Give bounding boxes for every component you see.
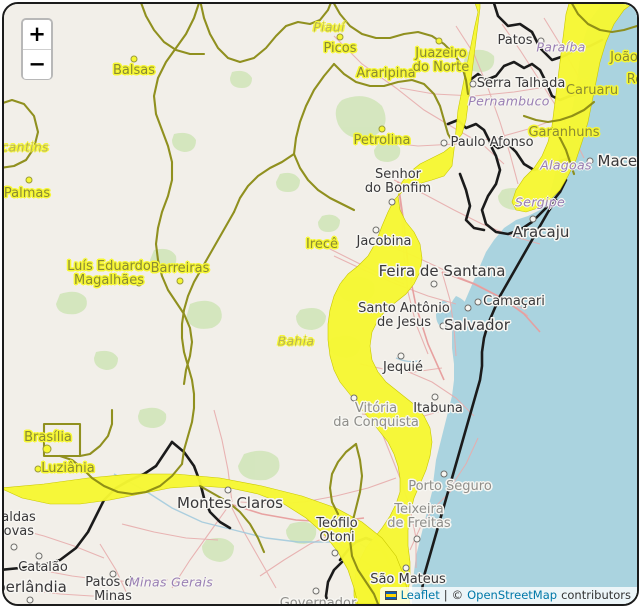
bay-todos-os-santos	[448, 296, 471, 330]
city-marker-uberlandia	[26, 596, 34, 604]
city-marker-juazeiro-do-norte	[435, 37, 443, 45]
openstreetmap-link[interactable]: OpenStreetMap	[467, 588, 558, 602]
city-marker-luziania	[34, 465, 42, 473]
leaflet-flag-icon	[384, 591, 397, 600]
bay-inlet	[436, 300, 452, 328]
city-marker-montes-claros	[224, 486, 232, 494]
warning-polygon-yellow[interactable]	[4, 4, 481, 604]
city-marker-caldas-novas	[10, 543, 18, 551]
city-marker-catalao	[35, 552, 43, 560]
leaflet-link[interactable]: Leaflet	[400, 588, 440, 602]
city-marker-serra-talhada	[469, 80, 477, 88]
city-marker-palmas	[25, 176, 33, 184]
city-marker-patos	[537, 37, 545, 45]
city-marker-teixeira-de-freitas	[413, 535, 421, 543]
city-marker-jacobina	[372, 226, 380, 234]
state-borders-over-warning	[4, 4, 637, 604]
warning-polygon-coast[interactable]	[511, 4, 637, 213]
zoom-control[interactable]: + −	[21, 18, 53, 80]
attribution-bar: Leaflet | © OpenStreetMap contributors	[379, 587, 637, 604]
city-marker-patos-de-minas	[109, 570, 117, 578]
city-marker-teofilo-otoni	[331, 549, 339, 557]
city-marker-camacari	[474, 298, 482, 306]
city-marker-itabuna	[431, 393, 439, 401]
city-marker-senhor-do-bonfim	[388, 198, 396, 206]
city-marker-brasilia	[42, 444, 52, 454]
weather-warning-layer[interactable]	[4, 4, 637, 604]
city-marker-vitoria-da-conquista	[350, 394, 358, 402]
warning-polygon-south[interactable]	[4, 408, 411, 604]
city-marker-luis-eduardo-magalhaes	[135, 279, 143, 287]
copyright-symbol: ©	[451, 588, 464, 602]
city-marker-jequie	[397, 352, 405, 360]
city-marker-feira-de-santana	[430, 280, 438, 288]
city-marker-picos	[336, 33, 344, 41]
contributors-label: contributors	[561, 588, 631, 602]
city-marker-aracaju	[529, 215, 537, 223]
ocean-atlantic	[412, 4, 637, 604]
city-marker-maceio	[586, 157, 594, 165]
city-marker-governador	[312, 587, 320, 595]
city-marker-paulo-afonso	[440, 139, 448, 147]
city-marker-santo-antonio-de-jesus	[464, 304, 472, 312]
city-marker-petrolina	[378, 125, 386, 133]
zoom-in-button[interactable]: +	[23, 20, 51, 50]
zoom-out-button[interactable]: −	[23, 50, 51, 79]
attribution-separator: |	[443, 588, 448, 602]
map-canvas[interactable]: Balsas Picos Araripina Juazeiro do Norte Pato…	[4, 4, 637, 604]
city-marker-barreiras	[176, 277, 184, 285]
city-marker-porto-seguro	[440, 470, 448, 478]
city-marker-salvador	[439, 322, 447, 330]
city-marker-sao-mateus	[402, 564, 410, 572]
city-marker-balsas	[130, 55, 138, 63]
